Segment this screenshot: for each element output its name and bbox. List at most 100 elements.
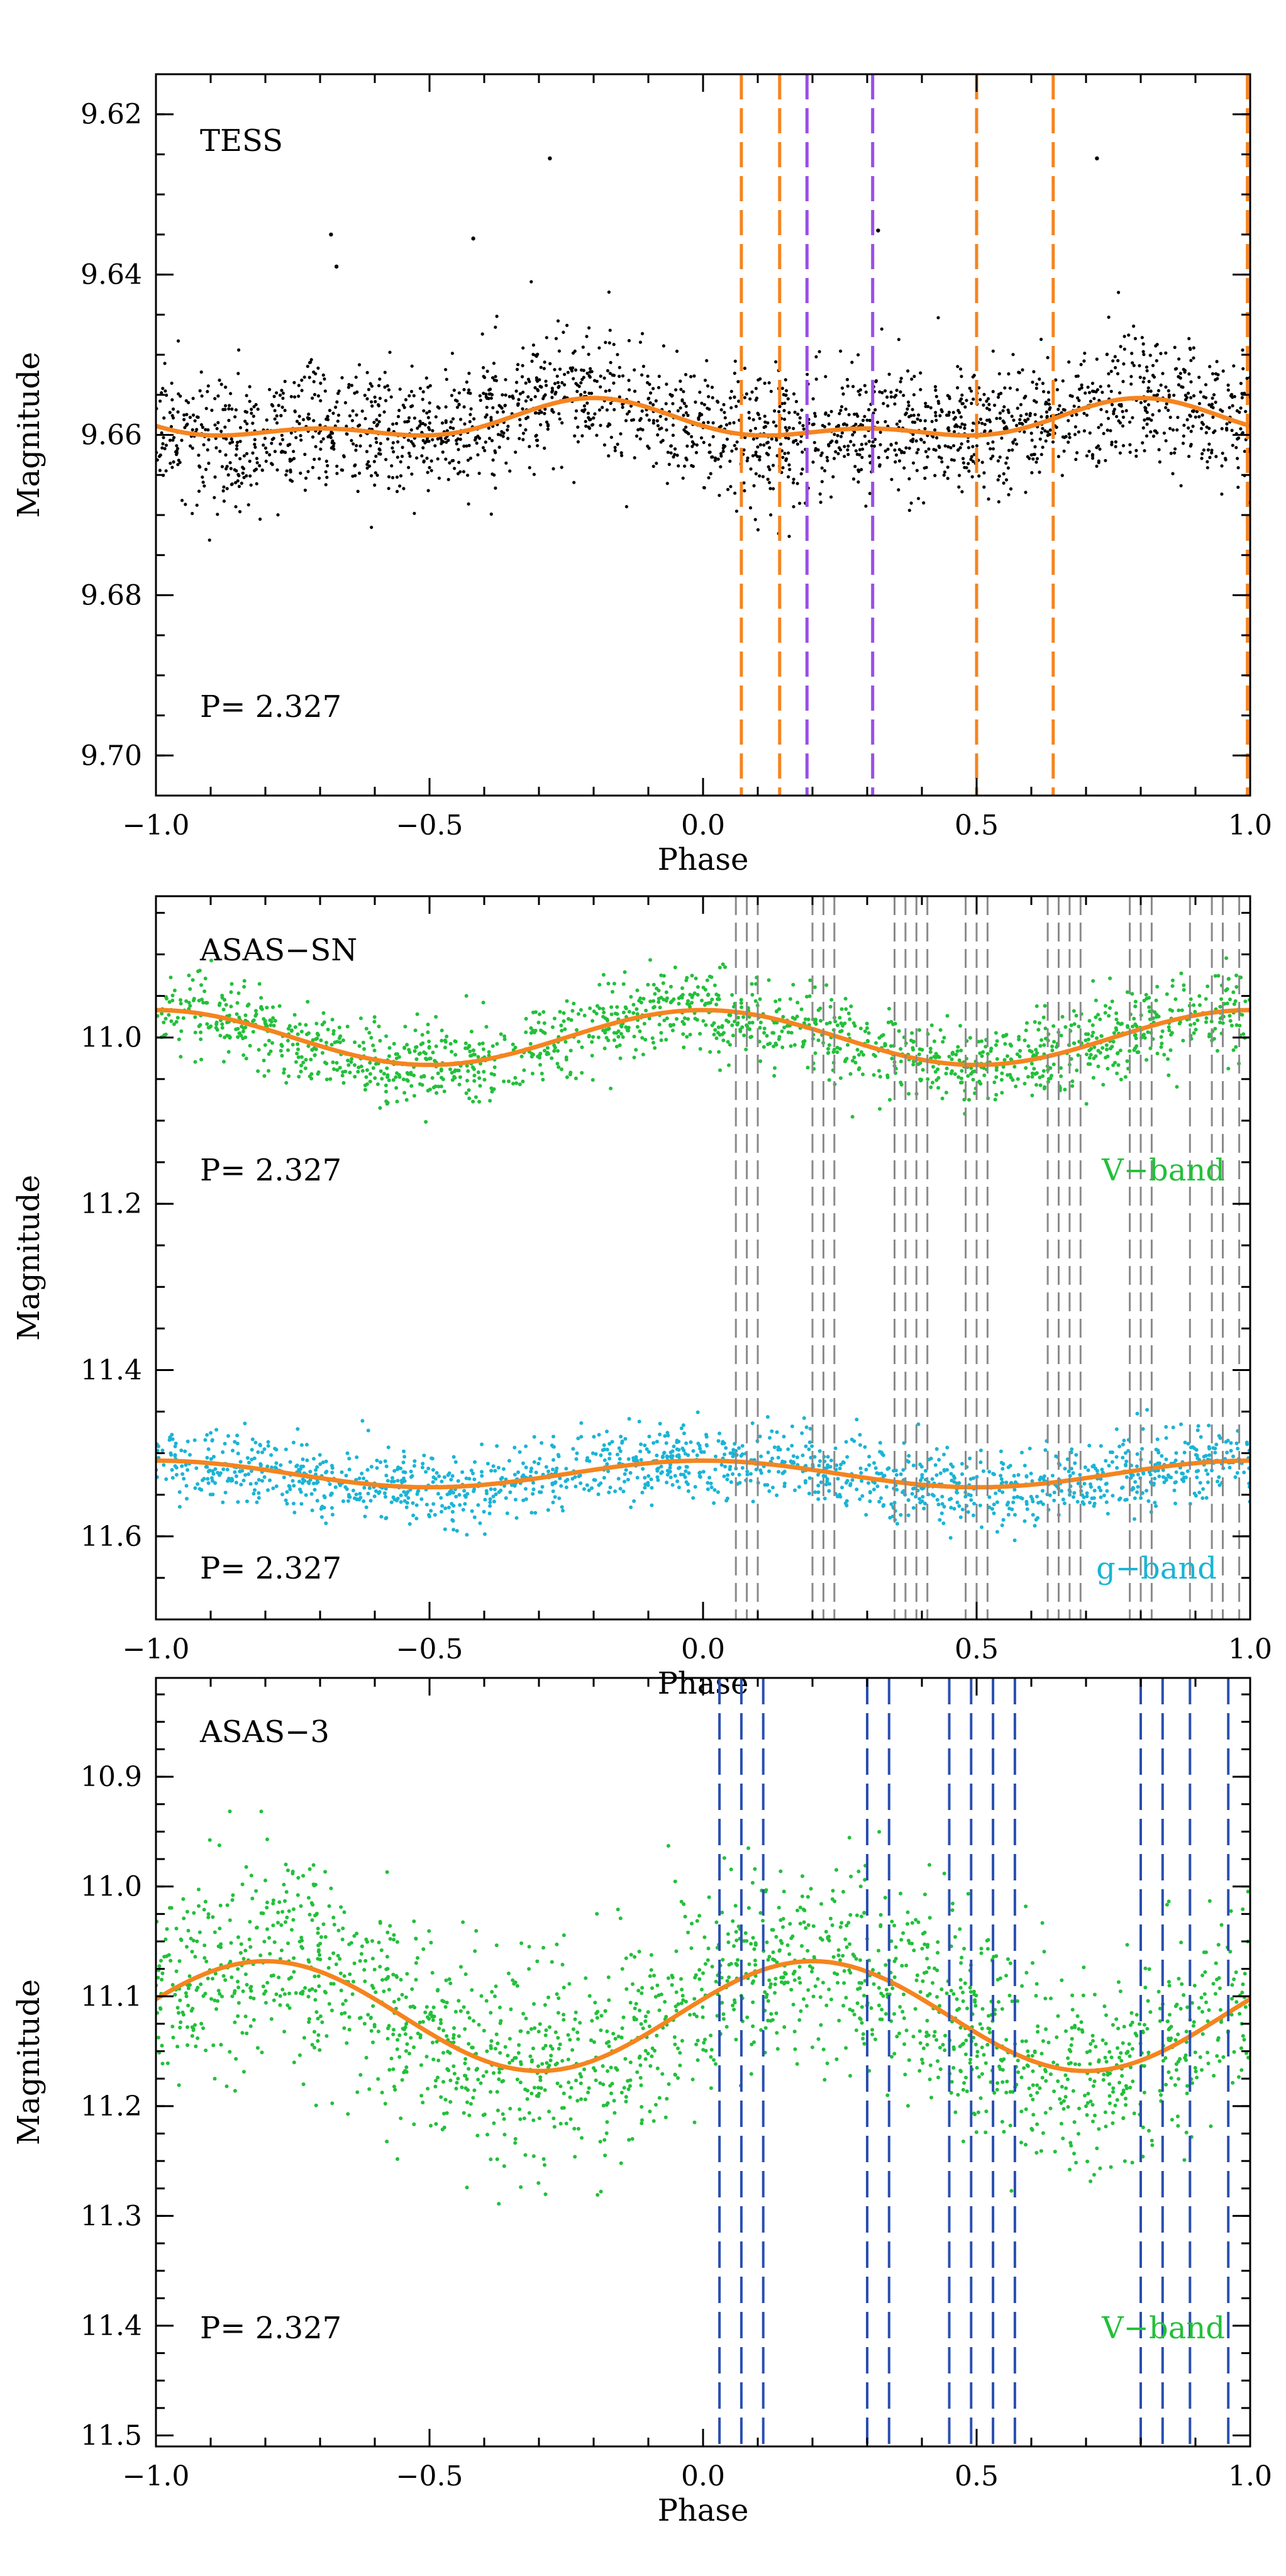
data-point xyxy=(301,1060,306,1065)
data-point xyxy=(913,420,917,425)
data-point xyxy=(1048,1066,1053,1070)
data-point xyxy=(242,985,247,989)
data-point xyxy=(946,477,950,480)
data-point xyxy=(484,392,488,396)
data-point xyxy=(385,1066,389,1070)
data-point xyxy=(431,429,435,433)
data-point xyxy=(773,999,778,1004)
data-point xyxy=(369,474,374,478)
data-point xyxy=(641,997,646,1001)
data-point xyxy=(942,1036,946,1040)
data-point xyxy=(355,1455,359,1460)
data-point xyxy=(886,447,890,451)
data-point xyxy=(856,480,860,484)
data-point xyxy=(427,1513,431,1517)
data-point xyxy=(1229,1441,1233,1445)
data-point xyxy=(1091,1030,1095,1035)
data-point xyxy=(297,422,301,426)
data-point xyxy=(745,392,748,396)
data-point xyxy=(651,387,655,391)
data-point xyxy=(440,421,445,425)
data-point xyxy=(227,1477,231,1480)
data-point xyxy=(873,1466,878,1470)
data-point xyxy=(1207,1446,1212,1451)
data-point xyxy=(1073,1461,1077,1465)
data-point xyxy=(241,1053,246,1057)
data-point xyxy=(515,380,519,384)
data-point xyxy=(944,1072,948,1075)
data-point xyxy=(375,1466,379,1470)
data-point xyxy=(1221,1021,1225,1025)
data-point xyxy=(748,1472,753,1476)
data-point xyxy=(627,409,631,414)
data-point xyxy=(785,428,789,432)
data-point xyxy=(587,416,590,419)
data-point xyxy=(1090,454,1095,458)
data-point xyxy=(841,392,845,396)
data-point xyxy=(332,1067,336,1071)
data-point xyxy=(501,435,505,438)
data-point xyxy=(1141,441,1145,445)
data-point xyxy=(966,440,970,443)
data-point xyxy=(223,425,227,429)
data-point xyxy=(942,1452,946,1457)
data-point xyxy=(635,1012,640,1016)
data-point xyxy=(999,1078,1004,1082)
data-point xyxy=(660,426,663,430)
data-point xyxy=(960,442,963,446)
data-point xyxy=(529,280,533,284)
data-point xyxy=(291,1479,295,1483)
data-point xyxy=(781,466,785,470)
data-point xyxy=(1183,1440,1187,1445)
data-point xyxy=(989,447,992,451)
data-point xyxy=(1039,415,1043,419)
data-point xyxy=(621,1489,626,1494)
data-point xyxy=(452,458,455,463)
data-point xyxy=(306,1044,311,1048)
data-point xyxy=(933,474,937,477)
data-point xyxy=(484,1024,489,1029)
data-point xyxy=(1178,1020,1182,1024)
data-point xyxy=(714,1454,718,1458)
data-point xyxy=(216,394,220,398)
period-label: P= 2.327 xyxy=(200,689,341,724)
data-point xyxy=(609,435,614,439)
data-point xyxy=(213,1481,218,1485)
data-point xyxy=(270,462,274,465)
data-point xyxy=(996,478,1000,482)
data-point xyxy=(568,1072,572,1077)
data-point xyxy=(947,429,951,433)
data-point xyxy=(1228,997,1232,1002)
data-point xyxy=(164,1016,168,1021)
data-point xyxy=(1042,1474,1046,1479)
data-point xyxy=(783,401,787,405)
data-point xyxy=(951,411,955,414)
data-point xyxy=(897,488,901,492)
data-point xyxy=(201,480,205,484)
data-point xyxy=(710,1023,714,1028)
data-point xyxy=(758,443,762,447)
data-point xyxy=(348,414,352,418)
data-point xyxy=(1144,408,1148,413)
data-point xyxy=(557,1065,561,1069)
data-point xyxy=(220,1026,224,1030)
data-point xyxy=(326,1028,330,1031)
data-point xyxy=(344,1474,348,1478)
data-point xyxy=(513,1445,517,1450)
data-point xyxy=(236,1500,240,1504)
data-point xyxy=(1189,430,1193,433)
data-point xyxy=(1068,436,1072,440)
data-point xyxy=(304,1058,308,1062)
data-point xyxy=(371,1043,375,1048)
data-point xyxy=(480,1442,484,1446)
data-point xyxy=(1034,1083,1038,1087)
data-point xyxy=(245,394,248,397)
data-point xyxy=(267,1069,270,1073)
data-point xyxy=(1124,1463,1128,1468)
data-point xyxy=(220,465,224,469)
data-point xyxy=(661,1454,665,1458)
data-point xyxy=(318,423,322,427)
data-point xyxy=(731,1033,735,1038)
data-point xyxy=(1044,401,1048,404)
data-point xyxy=(823,425,826,429)
